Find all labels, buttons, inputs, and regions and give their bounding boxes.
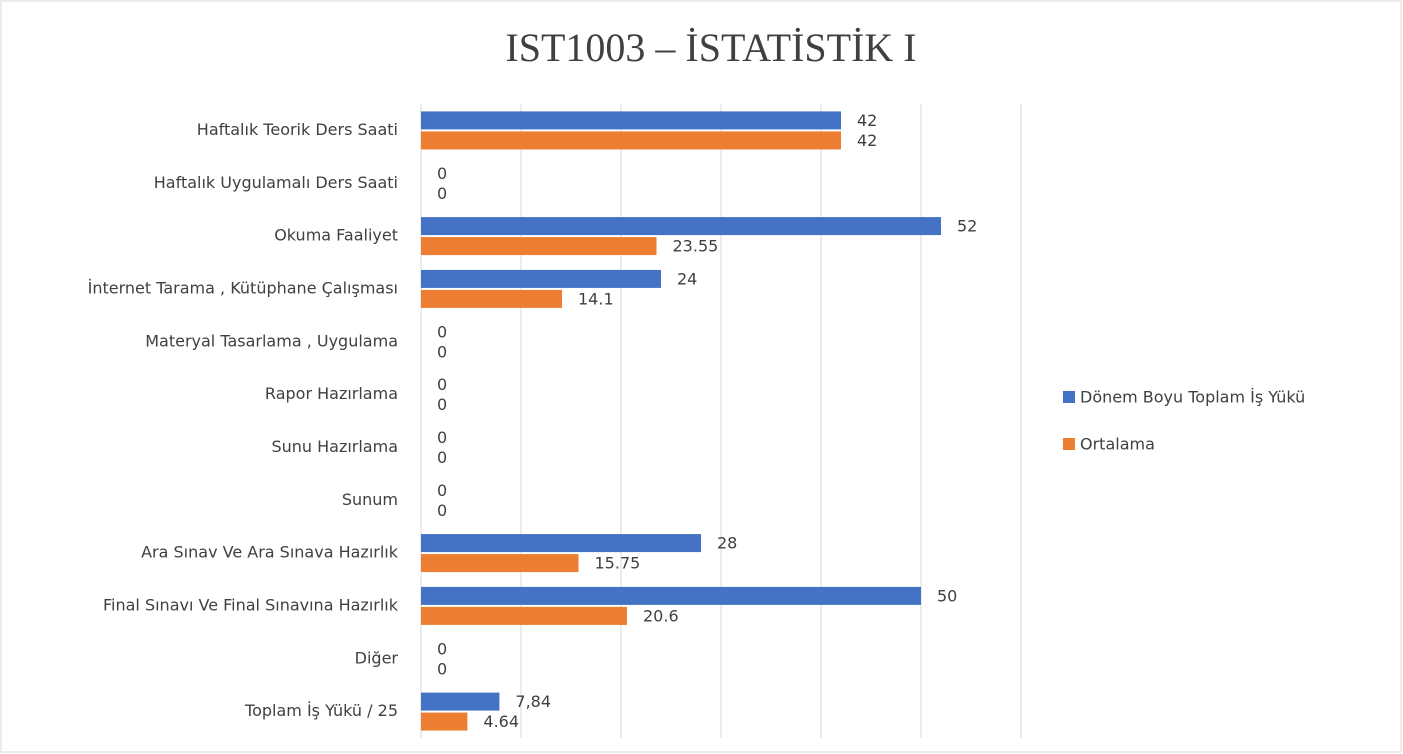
bar <box>421 289 562 308</box>
data-label: 4.64 <box>483 712 519 731</box>
legend-swatch <box>1063 391 1075 403</box>
data-label: 0 <box>437 395 447 414</box>
data-label: 23.55 <box>673 237 719 256</box>
data-label: 0 <box>437 428 447 447</box>
data-label: 0 <box>437 501 447 520</box>
y-tick-label: Okuma Faaliyet <box>274 226 398 245</box>
data-label: 0 <box>437 481 447 500</box>
chart-title: IST1003 – İSTATİSTİK I <box>505 25 916 70</box>
y-tick-label: Haftalık Teorik Ders Saati <box>197 120 398 139</box>
data-label: 20.6 <box>643 606 679 625</box>
y-tick-label: Haftalık Uygulamalı Ders Saati <box>154 173 398 192</box>
data-label: 0 <box>437 375 447 394</box>
data-label: 42 <box>857 131 877 150</box>
bar <box>421 712 468 731</box>
data-label: 52 <box>957 217 977 236</box>
y-tick-label: İnternet Tarama , Kütüphane Çalışması <box>88 278 398 297</box>
y-tick-label: Final Sınavı Ve Final Sınavına Hazırlık <box>103 595 399 614</box>
data-label: 0 <box>437 448 447 467</box>
bar <box>421 692 500 711</box>
bar <box>421 131 841 150</box>
bar <box>421 554 579 573</box>
bar <box>421 269 661 288</box>
bar <box>421 237 657 256</box>
bar <box>421 606 627 625</box>
data-label: 0 <box>437 184 447 203</box>
data-label: 14.1 <box>578 289 614 308</box>
data-label: 42 <box>857 111 877 130</box>
bar <box>421 586 921 605</box>
bar <box>421 111 841 130</box>
y-tick-label: Sunu Hazırlama <box>271 437 398 456</box>
data-label: 0 <box>437 659 447 678</box>
data-label: 28 <box>717 534 737 553</box>
legend-label: Dönem Boyu Toplam İş Yükü <box>1080 388 1305 407</box>
data-label: 0 <box>437 639 447 658</box>
legend-label: Ortalama <box>1080 435 1155 454</box>
data-label: 15.75 <box>595 554 641 573</box>
data-label: 0 <box>437 322 447 341</box>
data-label: 24 <box>677 269 697 288</box>
data-label: 50 <box>937 586 957 605</box>
y-tick-label: Sunum <box>342 490 398 509</box>
legend-swatch <box>1063 438 1075 450</box>
bar <box>421 217 941 236</box>
y-tick-label: Diğer <box>355 648 399 667</box>
data-label: 0 <box>437 164 447 183</box>
data-label: 7,84 <box>515 692 551 711</box>
bar <box>421 534 701 553</box>
y-tick-label: Ara Sınav Ve Ara Sınava Hazırlık <box>141 543 399 562</box>
y-tick-label: Toplam İş Yükü / 25 <box>244 701 398 720</box>
data-label: 0 <box>437 342 447 361</box>
y-tick-label: Materyal Tasarlama , Uygulama <box>145 331 398 350</box>
y-tick-label: Rapor Hazırlama <box>265 384 398 403</box>
